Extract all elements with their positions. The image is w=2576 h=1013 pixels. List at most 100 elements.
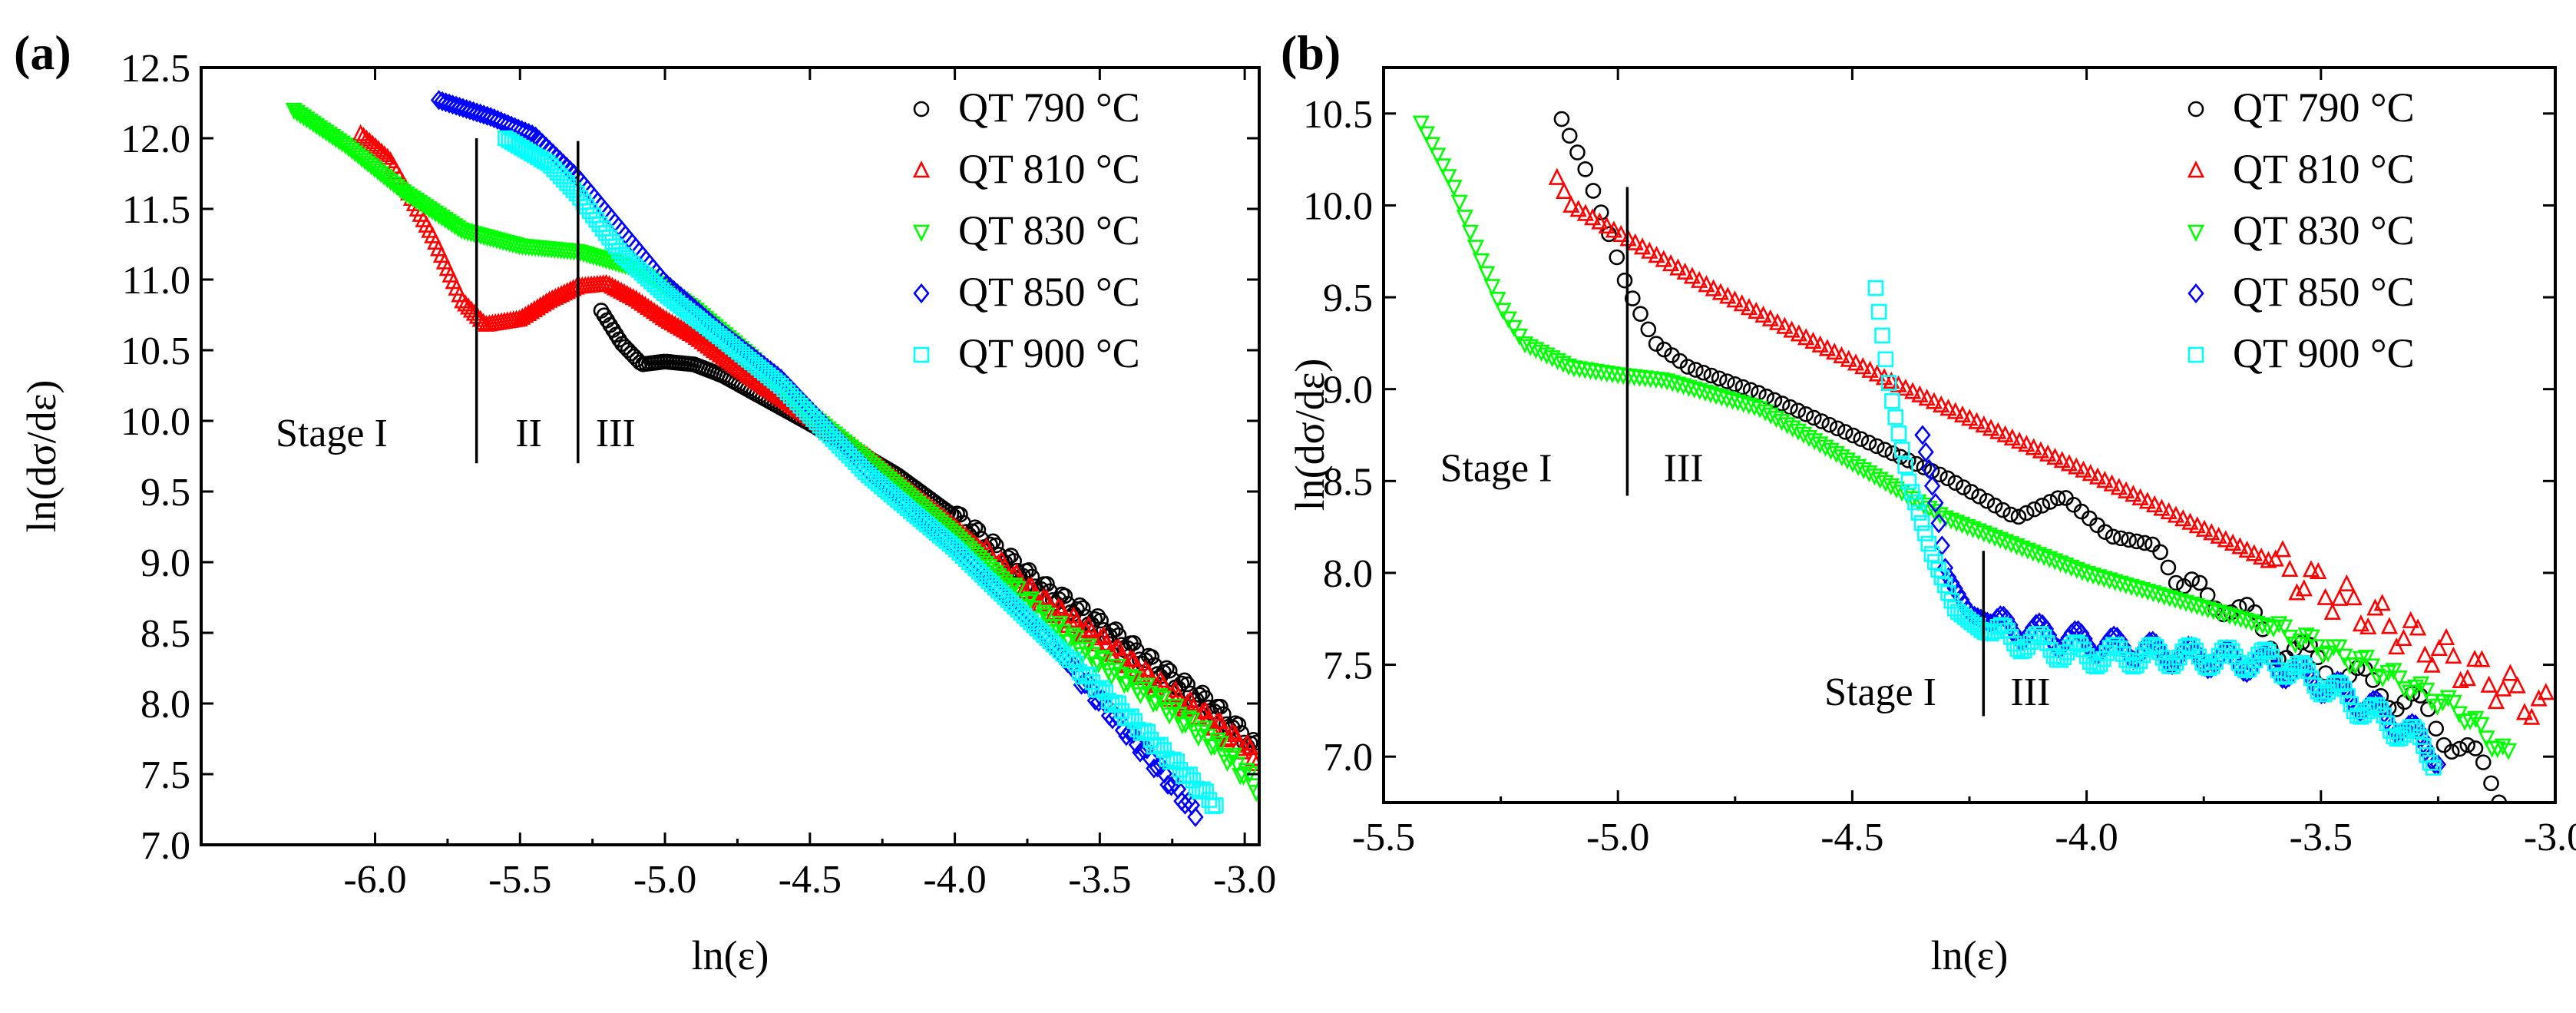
data-point — [726, 356, 744, 374]
data-point — [1904, 382, 1922, 399]
data-point — [1805, 409, 1822, 426]
data-point — [1149, 757, 1166, 778]
data-point — [1923, 475, 1941, 496]
data-point — [1167, 698, 1185, 716]
data-point — [1648, 336, 1665, 352]
data-point — [1584, 208, 1602, 226]
data-point — [1113, 667, 1130, 684]
legend-label: QT 810 °C — [958, 146, 1140, 192]
data-point — [1997, 534, 2015, 551]
data-point — [2062, 559, 2080, 578]
data-point — [1894, 442, 1910, 458]
y-tick-label: 8.0 — [141, 683, 190, 727]
legend-marker — [912, 224, 931, 242]
data-point — [2101, 572, 2118, 590]
data-point — [1927, 492, 1944, 513]
legend-label: QT 900 °C — [2233, 330, 2415, 376]
data-point — [2150, 587, 2168, 604]
panel-label: (b) — [1281, 25, 1341, 80]
data-point — [2323, 602, 2341, 621]
data-point — [1920, 458, 1938, 479]
data-point — [2253, 547, 2270, 565]
data-point — [1125, 670, 1143, 688]
data-point — [1867, 280, 1884, 296]
data-point — [2227, 609, 2244, 627]
data-point — [2349, 660, 2366, 677]
series-QT900 — [1867, 280, 2442, 776]
data-point — [1179, 693, 1196, 711]
data-point — [711, 345, 729, 362]
x-tick-label: -3.5 — [1068, 858, 1131, 902]
data-point — [1591, 212, 1609, 230]
data-point — [642, 300, 660, 317]
data-point — [454, 291, 471, 309]
data-point — [1854, 356, 1872, 375]
data-point — [367, 137, 385, 154]
data-point — [1440, 169, 1457, 187]
data-point — [2194, 599, 2211, 617]
data-point — [1724, 392, 1741, 410]
legend-marker — [912, 161, 931, 178]
data-point — [2340, 688, 2356, 704]
data-point — [1143, 649, 1160, 665]
data-point — [1183, 712, 1201, 730]
data-point — [1918, 389, 1936, 406]
data-point — [2459, 737, 2476, 753]
data-point — [2254, 617, 2271, 635]
data-point — [1179, 676, 1195, 693]
data-point — [1225, 747, 1242, 765]
data-point — [2422, 754, 2439, 771]
data-point — [361, 131, 379, 150]
y-tick-label: 8.5 — [1323, 460, 1373, 504]
data-point — [2128, 533, 2145, 550]
data-point — [1478, 266, 1496, 283]
data-point — [1847, 353, 1865, 371]
data-point — [2171, 593, 2190, 611]
data-point — [355, 126, 372, 144]
data-point — [2122, 578, 2141, 596]
data-point — [2136, 535, 2153, 551]
data-point — [2483, 775, 2499, 792]
data-layer — [285, 90, 1259, 827]
data-point — [2144, 585, 2162, 603]
data-point — [379, 147, 396, 165]
data-point — [2346, 657, 2364, 675]
data-point — [1522, 339, 1539, 356]
data-point — [2423, 655, 2441, 673]
data-point — [2445, 646, 2462, 664]
data-point — [1734, 379, 1751, 396]
data-point — [1989, 422, 2007, 439]
data-point — [2276, 619, 2293, 637]
data-point — [1903, 484, 1920, 500]
data-point — [2232, 611, 2250, 628]
data-point — [2203, 523, 2221, 541]
y-tick-label: 12.5 — [121, 47, 190, 91]
data-point — [1553, 111, 1570, 127]
data-point — [2237, 612, 2255, 630]
y-tick-label: 11.5 — [122, 188, 190, 232]
data-point — [2082, 463, 2099, 482]
data-point — [2366, 598, 2384, 616]
data-point — [684, 326, 702, 343]
data-point — [1633, 237, 1652, 255]
data-point — [645, 302, 663, 319]
data-point — [1698, 275, 1715, 293]
data-point — [1093, 650, 1111, 667]
data-point — [1900, 473, 1917, 490]
data-point — [2204, 603, 2222, 621]
data-point — [2248, 615, 2266, 634]
data-point — [1494, 303, 1512, 320]
data-point — [1208, 797, 1224, 813]
data-point — [2134, 581, 2151, 600]
data-point — [1601, 226, 1617, 243]
data-point — [1483, 279, 1501, 296]
data-point — [2199, 601, 2217, 619]
x-tick-label: -3.5 — [2290, 816, 2353, 859]
panel-label: (a) — [14, 25, 71, 80]
data-point — [2439, 690, 2457, 707]
data-point — [1821, 416, 1838, 433]
data-point — [696, 334, 714, 352]
data-point — [1980, 527, 1999, 545]
data-point — [1467, 240, 1485, 257]
stage-annotation: III — [2010, 670, 2050, 714]
